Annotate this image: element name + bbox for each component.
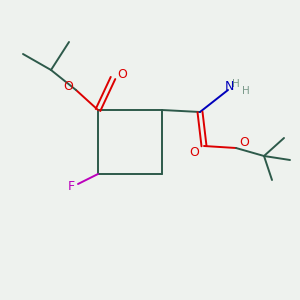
Text: O: O	[239, 136, 249, 149]
Text: H: H	[232, 79, 240, 89]
Text: O: O	[63, 80, 73, 92]
Text: F: F	[68, 181, 75, 194]
Text: N: N	[224, 80, 234, 92]
Text: H: H	[242, 86, 250, 96]
Text: O: O	[189, 146, 199, 158]
Text: O: O	[117, 68, 127, 80]
